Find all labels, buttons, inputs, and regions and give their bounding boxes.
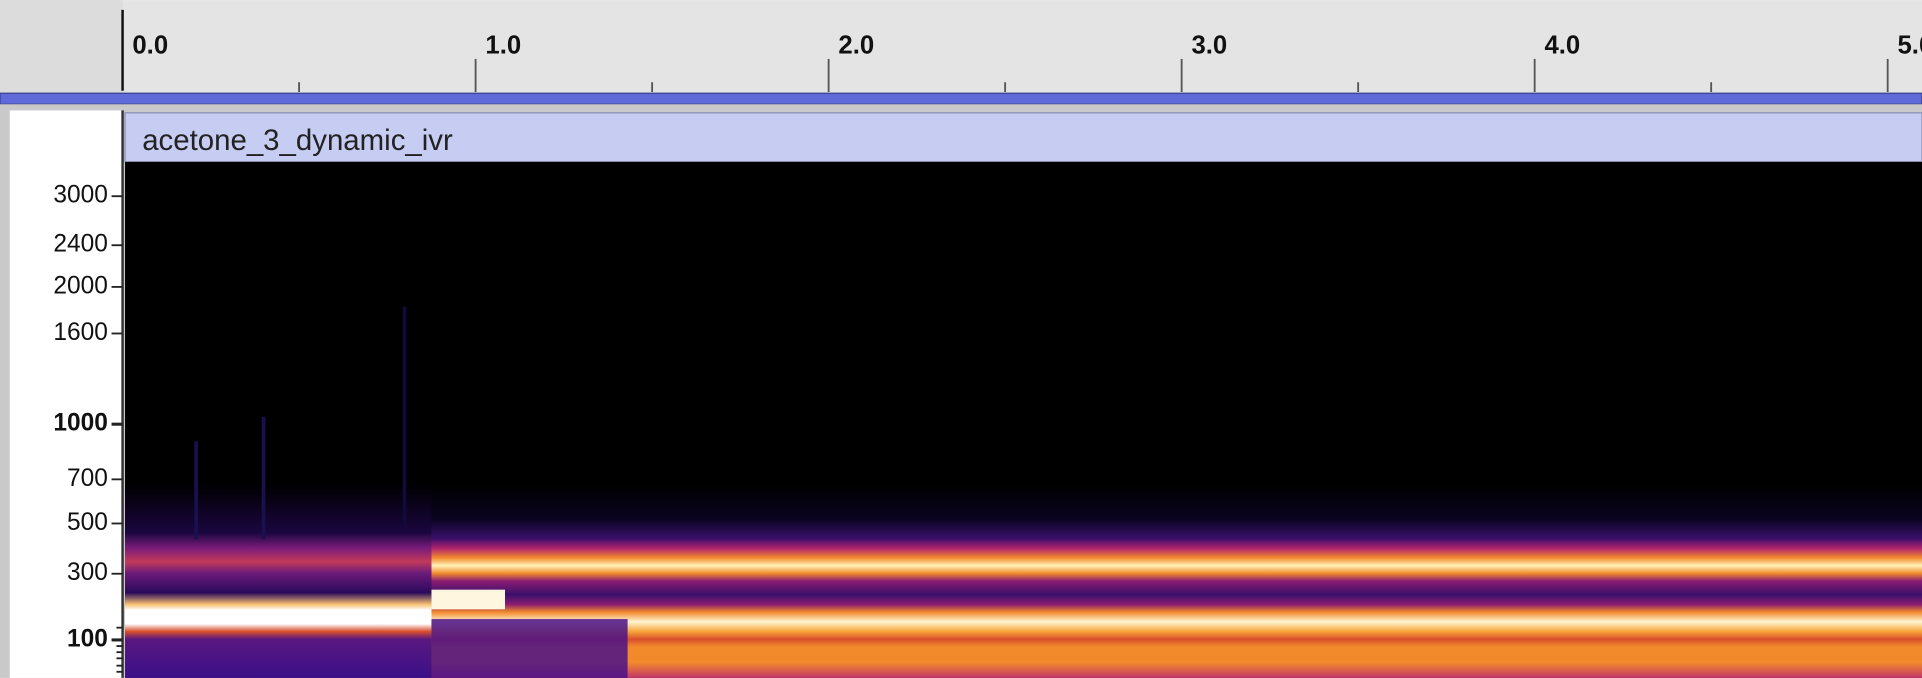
- timeline-bar[interactable]: [0, 92, 1922, 105]
- ruler-corner: [0, 0, 123, 94]
- time-label: 1.0: [485, 31, 521, 59]
- time-label: 3.0: [1191, 31, 1227, 59]
- time-label: 0.0: [132, 31, 168, 59]
- time-label: 2.0: [838, 31, 874, 59]
- frequency-label: 2000: [53, 272, 108, 299]
- spectrogram-onset: [125, 484, 432, 678]
- frequency-label: 700: [67, 465, 108, 492]
- frequency-label: 2400: [53, 231, 108, 258]
- time-label: 5.0: [1897, 31, 1922, 59]
- track-name: acetone_3_dynamic_ivr: [142, 124, 453, 157]
- time-label: 4.0: [1544, 31, 1580, 59]
- spectrogram-low: [431, 619, 628, 678]
- frequency-label: 1600: [53, 319, 108, 346]
- frequency-label: 500: [67, 509, 108, 536]
- timeline-ruler[interactable]: [0, 0, 1922, 94]
- frequency-scale: [9, 110, 123, 678]
- frequency-label: 100: [67, 625, 108, 652]
- frequency-label: 1000: [53, 410, 108, 437]
- frequency-label: 300: [67, 559, 108, 586]
- ruler-ticks: 0.0 1.0 2.0 3.0 4.0 5.0: [132, 31, 1922, 93]
- frequency-label: 3000: [53, 182, 108, 209]
- track-title-bar[interactable]: [124, 112, 1922, 163]
- spectrogram: [125, 161, 1922, 678]
- frequency-ticks: 3000 2400 2000 1600 1000 700 500 300 100: [53, 182, 123, 673]
- spectrogram-white: [431, 589, 506, 610]
